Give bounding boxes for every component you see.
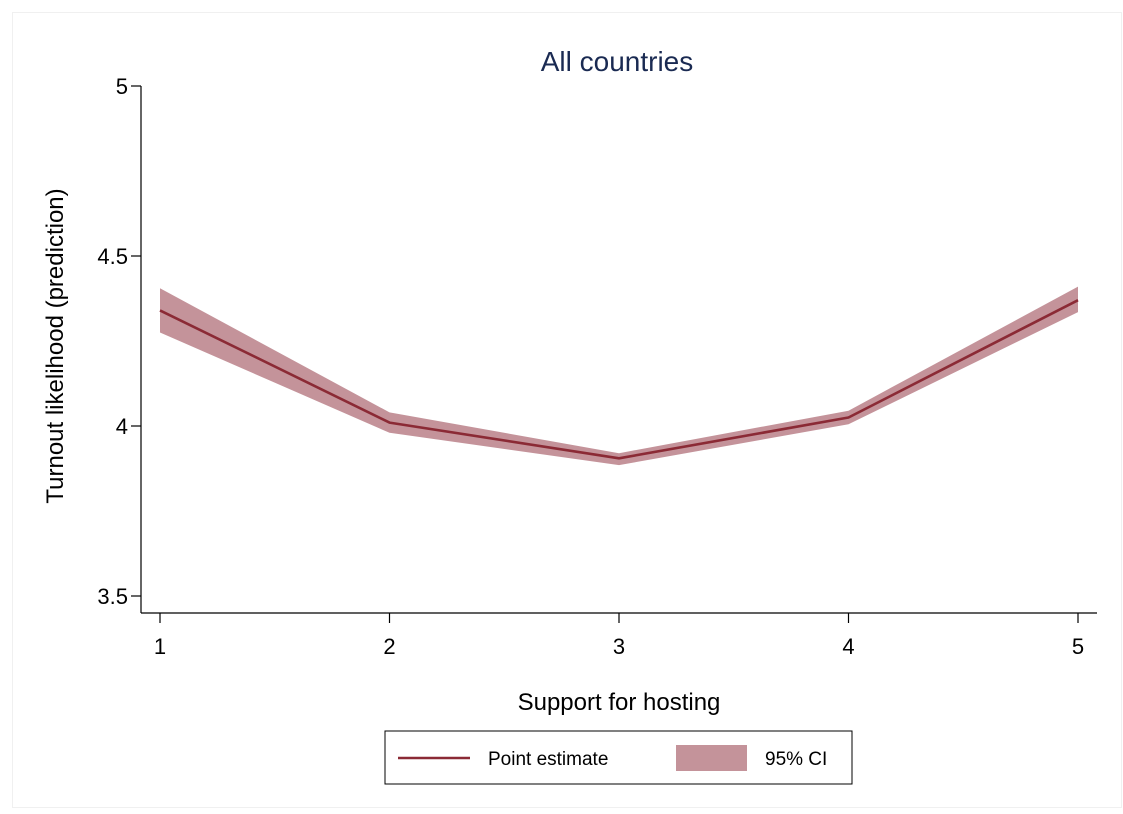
chart-frame <box>12 12 1122 808</box>
x-tick-label: 4 <box>842 634 854 659</box>
legend-point-estimate-label: Point estimate <box>488 749 608 770</box>
x-axis-ticks: 1 2 3 4 5 <box>154 613 1084 659</box>
y-tick-label: 4 <box>116 414 128 439</box>
legend: Point estimate 95% CI <box>384 730 853 785</box>
y-tick-label: 4.5 <box>97 244 128 269</box>
y-axis-ticks: 3.5 4 4.5 5 <box>97 74 141 609</box>
y-tick-label: 3.5 <box>97 584 128 609</box>
x-tick-label: 2 <box>383 634 395 659</box>
point-estimate-line <box>159 299 1079 460</box>
x-tick-label: 3 <box>613 634 625 659</box>
legend-ci-label: 95% CI <box>765 749 827 770</box>
y-axis-title: Turnout likelihood (prediction) <box>42 188 69 503</box>
plot-area <box>159 286 1079 466</box>
x-axis-title: Support for hosting <box>518 689 721 716</box>
y-tick-label: 5 <box>116 74 128 99</box>
ci-band <box>160 286 1078 466</box>
chart-title: All countries <box>541 46 694 77</box>
x-tick-label: 5 <box>1072 634 1084 659</box>
x-tick-label: 1 <box>154 634 166 659</box>
legend-ci-swatch <box>676 745 747 771</box>
